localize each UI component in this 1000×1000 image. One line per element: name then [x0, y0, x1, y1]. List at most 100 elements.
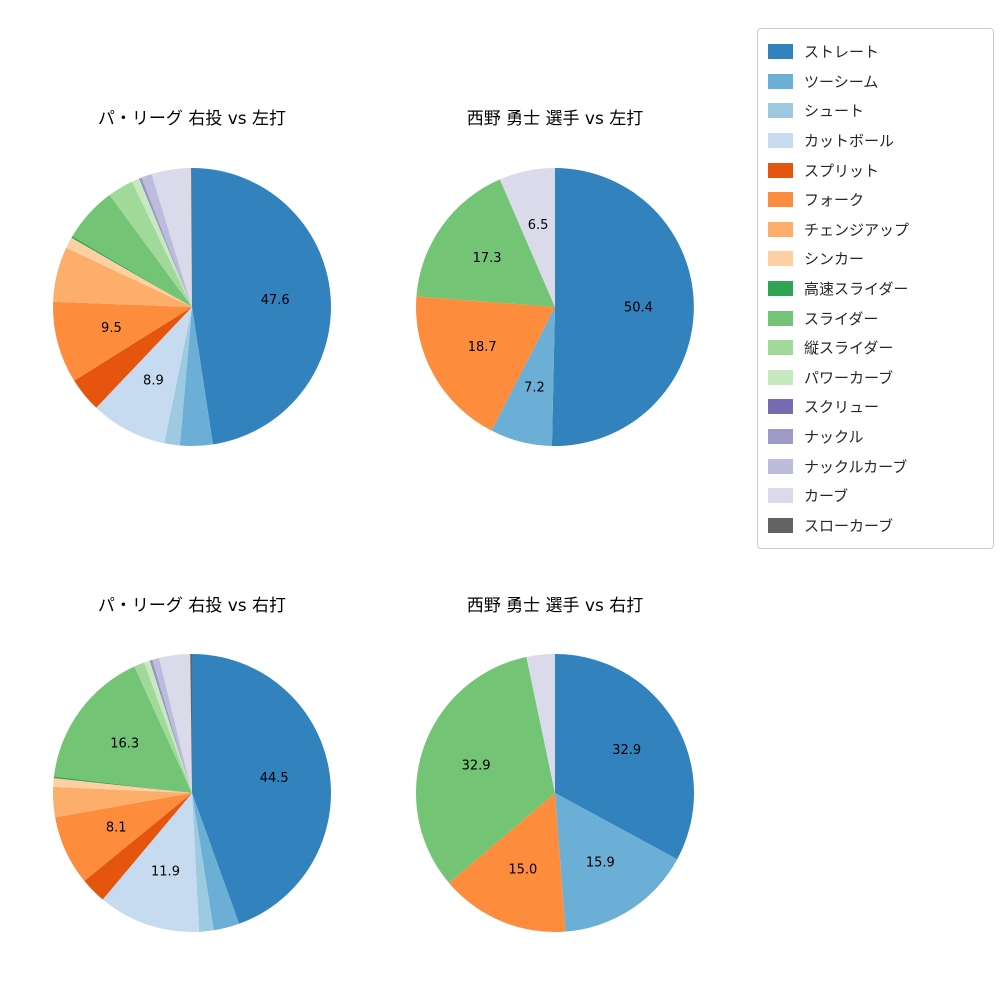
legend-swatch-ツーシーム — [768, 73, 793, 89]
pie-slice-カーブ — [526, 654, 555, 793]
pie-chart-nishino-vs-left: 50.4 7.2 18.7 17.3 6.5 — [415, 168, 694, 446]
legend-item: フォーク — [768, 185, 983, 215]
legend-swatch-スライダー — [768, 310, 793, 326]
legend-swatch-カットボール — [768, 133, 793, 149]
pie-slice-カットボール — [102, 793, 199, 932]
legend-label: カットボール — [804, 132, 895, 151]
legend-swatch-シンカー — [768, 251, 793, 267]
legend-label: チェンジアップ — [804, 220, 910, 239]
legend-swatch-パワーカーブ — [768, 369, 793, 385]
pie-value-label: 8.9 — [143, 373, 164, 388]
pie-slice-スライダー — [72, 195, 192, 307]
pie-value-label: 15.9 — [586, 856, 615, 871]
legend-swatch-チェンジアップ — [768, 221, 793, 237]
chart-title-pa-league-vs-left: パ・リーグ 右投 vs 左打 — [97, 109, 287, 129]
legend-label: ナックル — [804, 428, 864, 447]
pie-slice-ストレート — [192, 168, 331, 445]
pie-slice-ツーシーム — [192, 793, 240, 931]
pie-slice-カーブ — [159, 654, 192, 793]
legend-label: ストレート — [804, 43, 880, 62]
legend-label: スライダー — [804, 309, 879, 328]
legend-swatch-スプリット — [768, 162, 793, 178]
pie-slice-スライダー — [416, 656, 555, 883]
pie-slice-スクリュー — [139, 178, 192, 307]
pie-value-label: 9.5 — [101, 321, 122, 336]
pie-slice-フォーク — [55, 793, 193, 881]
legend-item: シンカー — [768, 244, 983, 274]
legend-label: パワーカーブ — [804, 368, 894, 387]
legend-item: スクリュー — [768, 392, 983, 422]
legend-label: カーブ — [804, 487, 849, 506]
chart-title-nishino-vs-left: 西野 勇士 選手 vs 左打 — [466, 109, 644, 129]
legend-item: ツーシーム — [768, 67, 983, 97]
legend-swatch-シュート — [768, 103, 793, 119]
pie-slice-カットボール — [96, 307, 192, 444]
pie-value-label: 32.9 — [612, 743, 641, 758]
legend-label: ツーシーム — [804, 72, 879, 91]
legend-swatch-高速スライダー — [768, 281, 793, 297]
pie-chart-pa-league-vs-left: 47.6 8.9 9.5 — [53, 167, 331, 446]
pie-slice-パワーカーブ — [144, 660, 192, 793]
pie-value-label: 16.3 — [110, 736, 139, 751]
pie-slice-ナックル — [150, 659, 192, 793]
pie-slice-チェンジアップ — [53, 247, 192, 307]
pie-value-label: 15.0 — [508, 863, 537, 878]
pie-slice-シュート — [164, 307, 192, 446]
pie-slice-ツーシーム — [491, 307, 555, 446]
pie-value-label: 6.5 — [528, 218, 549, 233]
pie-value-label: 11.9 — [151, 865, 180, 880]
legend-item: シュート — [768, 96, 983, 126]
legend-swatch-ナックル — [768, 429, 793, 445]
pie-value-label: 32.9 — [462, 759, 491, 774]
legend-swatch-フォーク — [768, 192, 793, 208]
legend: ストレートツーシームシュートカットボール スプリットフォークチェンジアップ シンカー… — [757, 28, 994, 550]
pie-slice-高速スライダー — [71, 236, 192, 307]
pie-slice-シュート — [192, 793, 214, 932]
legend-swatch-スローカーブ — [768, 517, 793, 533]
pie-slice-ストレート — [555, 654, 694, 860]
legend-item: 高速スライダー — [768, 274, 983, 304]
pie-slice-フォーク — [53, 301, 193, 381]
pie-slice-縦スライダー — [109, 181, 192, 307]
legend-item: スローカーブ — [768, 511, 983, 541]
pie-slice-スクリュー — [149, 660, 192, 793]
legend-label: 縦スライダー — [804, 339, 894, 358]
pie-value-label: 47.6 — [261, 293, 290, 308]
pie-slice-ナックルカーブ — [141, 174, 192, 307]
legend-swatch-カーブ — [768, 488, 793, 504]
pie-slice-スプリット — [74, 307, 192, 408]
chart-title-nishino-vs-right: 西野 勇士 選手 vs 右打 — [466, 596, 644, 616]
chart-title-pa-league-vs-right: パ・リーグ 右投 vs 右打 — [97, 596, 287, 616]
pie-slice-高速スライダー — [53, 776, 192, 793]
pie-slice-スローカーブ — [190, 654, 192, 793]
pie-slice-ストレート — [192, 654, 331, 924]
pie-slice-フォーク — [449, 793, 566, 933]
legend-swatch-ナックルカーブ — [768, 458, 793, 474]
legend-item: 縦スライダー — [768, 333, 983, 363]
pie-slice-カーブ — [151, 168, 192, 307]
pie-slice-スプリット — [84, 793, 192, 900]
legend-swatch-ストレート — [768, 44, 793, 60]
pie-slice-シンカー — [66, 237, 192, 307]
legend-swatch-縦スライダー — [768, 340, 793, 356]
pie-slice-スライダー — [416, 179, 555, 307]
pie-value-label: 8.1 — [106, 820, 127, 835]
pie-slice-フォーク — [415, 296, 555, 431]
legend-item: ストレート — [768, 37, 983, 67]
pie-slice-スローカーブ — [191, 167, 192, 307]
legend-item: チェンジアップ — [768, 215, 983, 245]
legend-item: カットボール — [768, 126, 983, 156]
legend-label: 高速スライダー — [804, 280, 909, 299]
pie-slice-ストレート — [551, 168, 694, 446]
legend-label: スプリット — [804, 161, 880, 180]
pie-value-label: 44.5 — [260, 771, 289, 786]
legend-item: ナックル — [768, 422, 983, 452]
legend-item: ナックルカーブ — [768, 451, 983, 481]
legend-label: シンカー — [804, 250, 865, 269]
legend-item: カーブ — [768, 481, 983, 511]
pie-value-label: 18.7 — [468, 340, 497, 355]
pie-slice-ツーシーム — [555, 793, 678, 932]
legend-label: スクリュー — [804, 398, 880, 417]
pie-slice-シンカー — [53, 778, 192, 793]
